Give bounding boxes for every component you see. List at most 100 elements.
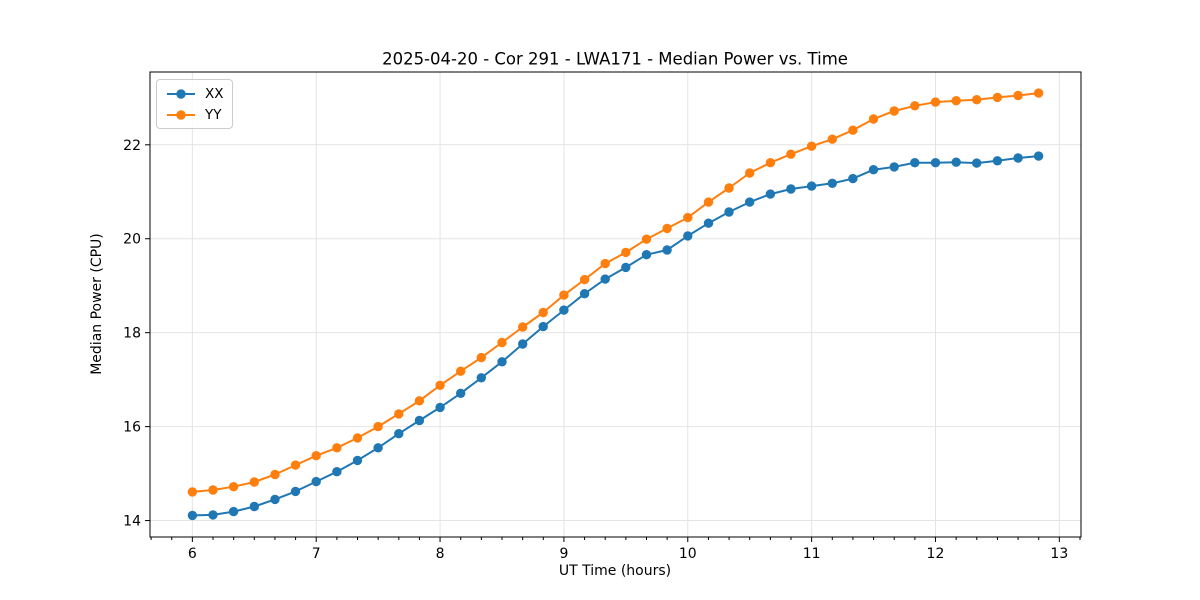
y-tick-label: 18 — [123, 326, 141, 342]
data-point-xx — [373, 443, 383, 453]
data-point-yy — [373, 421, 383, 432]
data-point-yy — [352, 433, 363, 443]
data-point-xx — [868, 165, 879, 175]
data-point-xx — [1013, 153, 1023, 163]
data-point-xx — [848, 173, 858, 184]
data-point-xx — [724, 207, 734, 217]
data-point-yy — [559, 290, 569, 300]
data-point-xx — [249, 501, 259, 512]
y-tick-label: 22 — [123, 138, 141, 154]
data-point-yy — [889, 106, 899, 116]
data-point-yy — [187, 487, 198, 497]
data-point-xx — [910, 158, 920, 168]
data-point-yy — [827, 134, 837, 144]
data-point-xx — [476, 373, 486, 383]
data-point-xx — [270, 494, 280, 505]
data-point-xx — [456, 388, 466, 398]
data-point-xx — [972, 158, 982, 168]
data-point-xx — [765, 189, 776, 199]
y-tick-label: 14 — [123, 514, 141, 530]
x-tick-label: 11 — [803, 546, 821, 562]
data-point-yy — [910, 101, 920, 111]
data-point-xx — [290, 486, 301, 497]
data-point-yy — [290, 460, 301, 470]
data-point-yy — [270, 469, 280, 480]
data-point-xx — [497, 357, 507, 367]
legend-item-xx: XX — [165, 84, 224, 103]
legend: XX YY — [156, 79, 233, 129]
data-point-yy — [435, 380, 445, 390]
data-point-yy — [930, 97, 941, 107]
x-tick-label: 13 — [1050, 546, 1068, 562]
y-tick-label: 20 — [123, 232, 141, 248]
data-point-xx — [352, 455, 363, 466]
data-point-xx — [951, 157, 961, 167]
chart-title: 2025-04-20 - Cor 291 - LWA171 - Median P… — [382, 49, 848, 69]
data-point-yy — [456, 366, 466, 376]
series-line-yy — [192, 92, 1039, 493]
data-point-yy — [848, 125, 858, 135]
data-point-yy — [1033, 88, 1044, 98]
data-point-xx — [600, 274, 610, 284]
x-tick-label: 8 — [436, 546, 445, 562]
data-point-xx — [559, 305, 569, 315]
legend-label-yy: YY — [205, 106, 222, 123]
data-point-xx — [435, 402, 445, 413]
data-point-xx — [930, 158, 941, 168]
data-point-yy — [311, 451, 321, 461]
data-point-yy — [703, 197, 714, 207]
data-point-xx — [745, 197, 755, 207]
data-point-yy — [394, 409, 404, 419]
data-point-xx — [394, 429, 404, 439]
data-point-yy — [806, 141, 817, 151]
data-point-yy — [414, 396, 425, 406]
series-line-xx — [192, 155, 1039, 517]
data-point-xx — [311, 476, 321, 487]
plot-box — [149, 71, 1082, 538]
data-point-xx — [827, 178, 837, 188]
x-tick-label: 6 — [188, 546, 197, 562]
data-point-xx — [641, 250, 652, 260]
data-point-yy — [745, 168, 755, 178]
data-point-yy — [786, 149, 796, 159]
legend-label-xx: XX — [205, 85, 224, 102]
data-point-yy — [621, 247, 631, 258]
x-tick-label: 7 — [312, 546, 321, 562]
legend-swatch-yy-icon — [167, 109, 195, 120]
data-point-xx — [208, 510, 218, 520]
data-point-xx — [786, 184, 796, 194]
data-point-xx — [621, 262, 631, 273]
data-point-yy — [332, 443, 342, 453]
data-point-yy — [662, 223, 672, 234]
x-tick-label: 12 — [927, 546, 945, 562]
data-point-xx — [806, 181, 817, 191]
data-point-yy — [868, 114, 879, 124]
data-point-xx — [332, 467, 342, 477]
data-point-yy — [992, 92, 1003, 103]
data-point-xx — [889, 162, 899, 172]
data-point-xx — [992, 156, 1003, 166]
data-point-yy — [538, 307, 548, 318]
data-point-yy — [579, 274, 590, 285]
data-point-xx — [518, 339, 528, 349]
data-point-yy — [208, 485, 218, 495]
data-point-yy — [518, 322, 528, 332]
x-tick-label: 9 — [559, 546, 568, 562]
data-point-xx — [187, 510, 198, 521]
data-point-yy — [951, 96, 961, 106]
data-point-yy — [765, 158, 776, 168]
data-point-yy — [249, 477, 259, 487]
data-point-xx — [228, 506, 239, 517]
data-point-yy — [476, 352, 486, 363]
data-point-yy — [683, 212, 693, 223]
x-tick-label: 10 — [679, 546, 697, 562]
data-point-yy — [600, 258, 610, 269]
x-axis-label: UT Time (hours) — [558, 563, 672, 579]
data-point-yy — [972, 95, 982, 105]
data-point-yy — [497, 337, 507, 348]
data-point-xx — [538, 321, 548, 332]
legend-item-yy: YY — [165, 105, 224, 124]
data-point-yy — [724, 183, 734, 193]
